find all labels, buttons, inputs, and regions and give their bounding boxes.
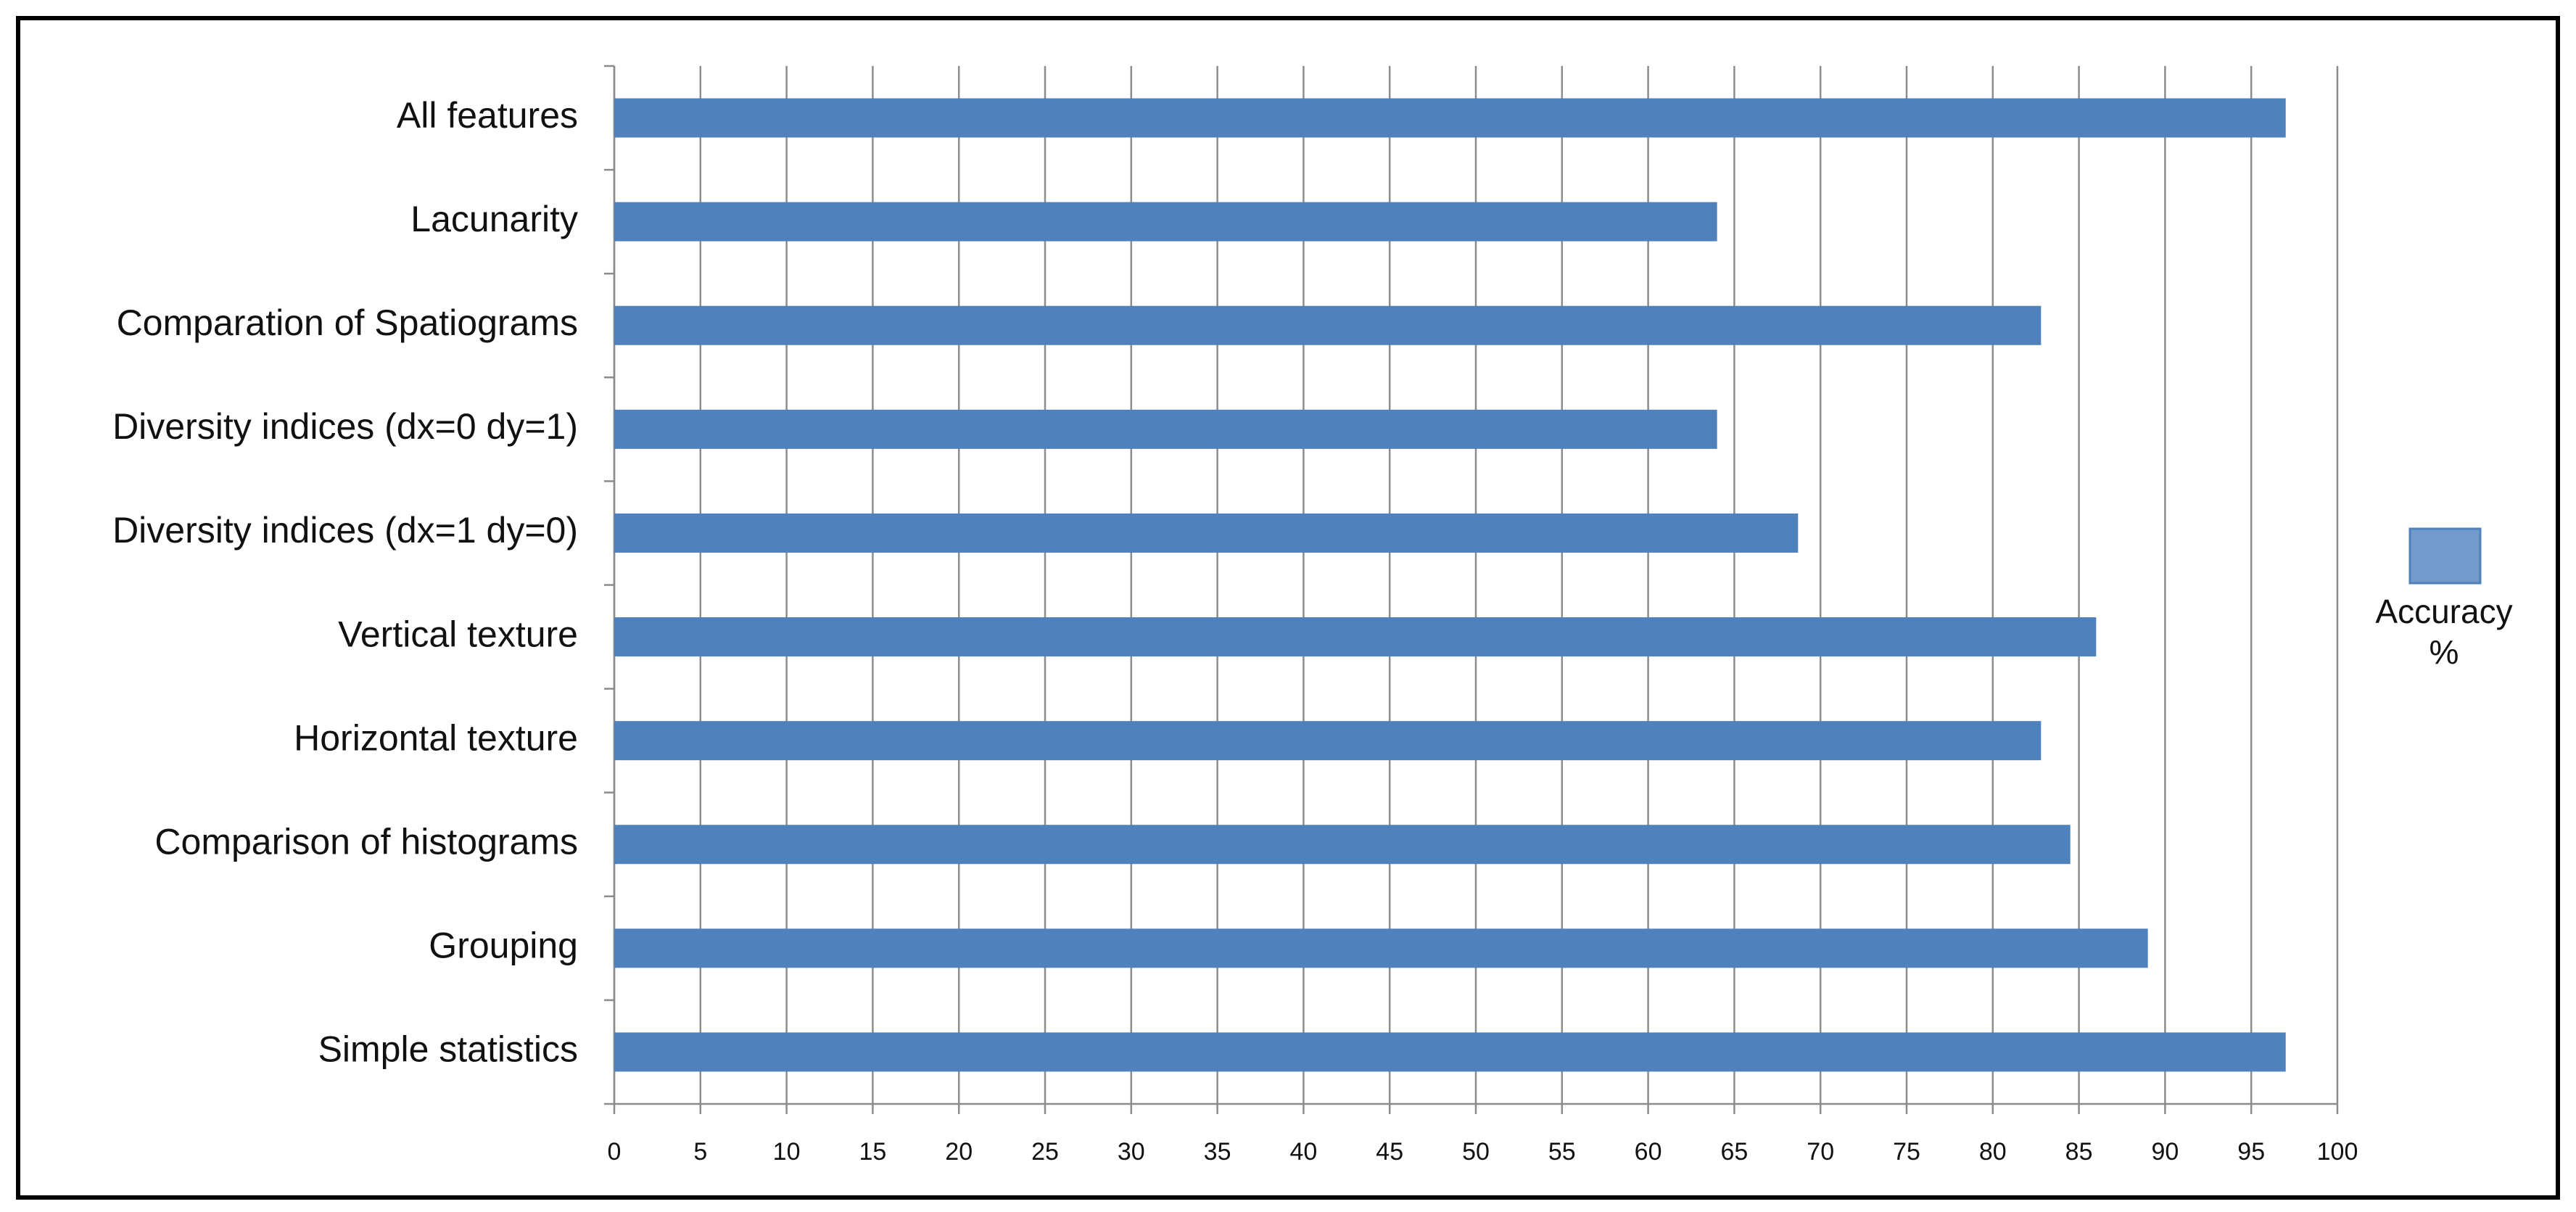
x-tick-label: 15 [859,1138,886,1166]
x-tick-label: 80 [1979,1138,2007,1166]
y-tick-label: Diversity indices (dx=1 dy=0) [112,510,578,551]
x-tick-label: 100 [2317,1138,2358,1166]
frame [16,16,2560,1200]
y-tick-label: Diversity indices (dx=0 dy=1) [112,406,578,447]
bar [614,928,2148,968]
bar [614,721,2042,761]
y-tick-label: Horizontal texture [294,717,578,758]
x-tick-label: 5 [693,1138,707,1166]
y-tick-label: Lacunarity [410,199,578,239]
y-tick-label: Vertical texture [338,614,578,654]
x-tick-label: 40 [1289,1138,1317,1166]
bar [614,98,2286,138]
x-tick-label: 85 [2065,1138,2093,1166]
y-tick-label: Comparation of Spatiograms [117,302,578,343]
x-tick-label: 55 [1548,1138,1576,1166]
x-tick-label: 25 [1031,1138,1059,1166]
bar [614,617,2097,657]
bar [614,202,1717,242]
bar [614,305,2042,345]
bar [614,825,2071,865]
bar [614,513,1799,553]
x-tick-label: 70 [1807,1138,1834,1166]
x-tick-label: 75 [1893,1138,1920,1166]
x-tick-label: 90 [2151,1138,2179,1166]
y-tick-label: Grouping [429,926,578,966]
x-tick-label: 10 [773,1138,801,1166]
legend-swatch [2408,527,2482,585]
x-tick-label: 30 [1118,1138,1145,1166]
x-tick-label: 45 [1376,1138,1403,1166]
y-tick-label: Comparison of histograms [154,821,578,862]
bar [614,409,1717,449]
legend-label: Accuracy % [2375,593,2513,671]
x-tick-label: 95 [2237,1138,2265,1166]
y-tick-label: Simple statistics [318,1029,578,1070]
bar [614,1032,2286,1072]
x-tick-label: 0 [608,1138,622,1166]
x-tick-label: 20 [945,1138,973,1166]
x-tick-label: 50 [1462,1138,1490,1166]
x-tick-label: 60 [1635,1138,1662,1166]
y-tick-label: All features [397,95,578,136]
x-tick-label: 35 [1204,1138,1231,1166]
x-tick-label: 65 [1720,1138,1748,1166]
